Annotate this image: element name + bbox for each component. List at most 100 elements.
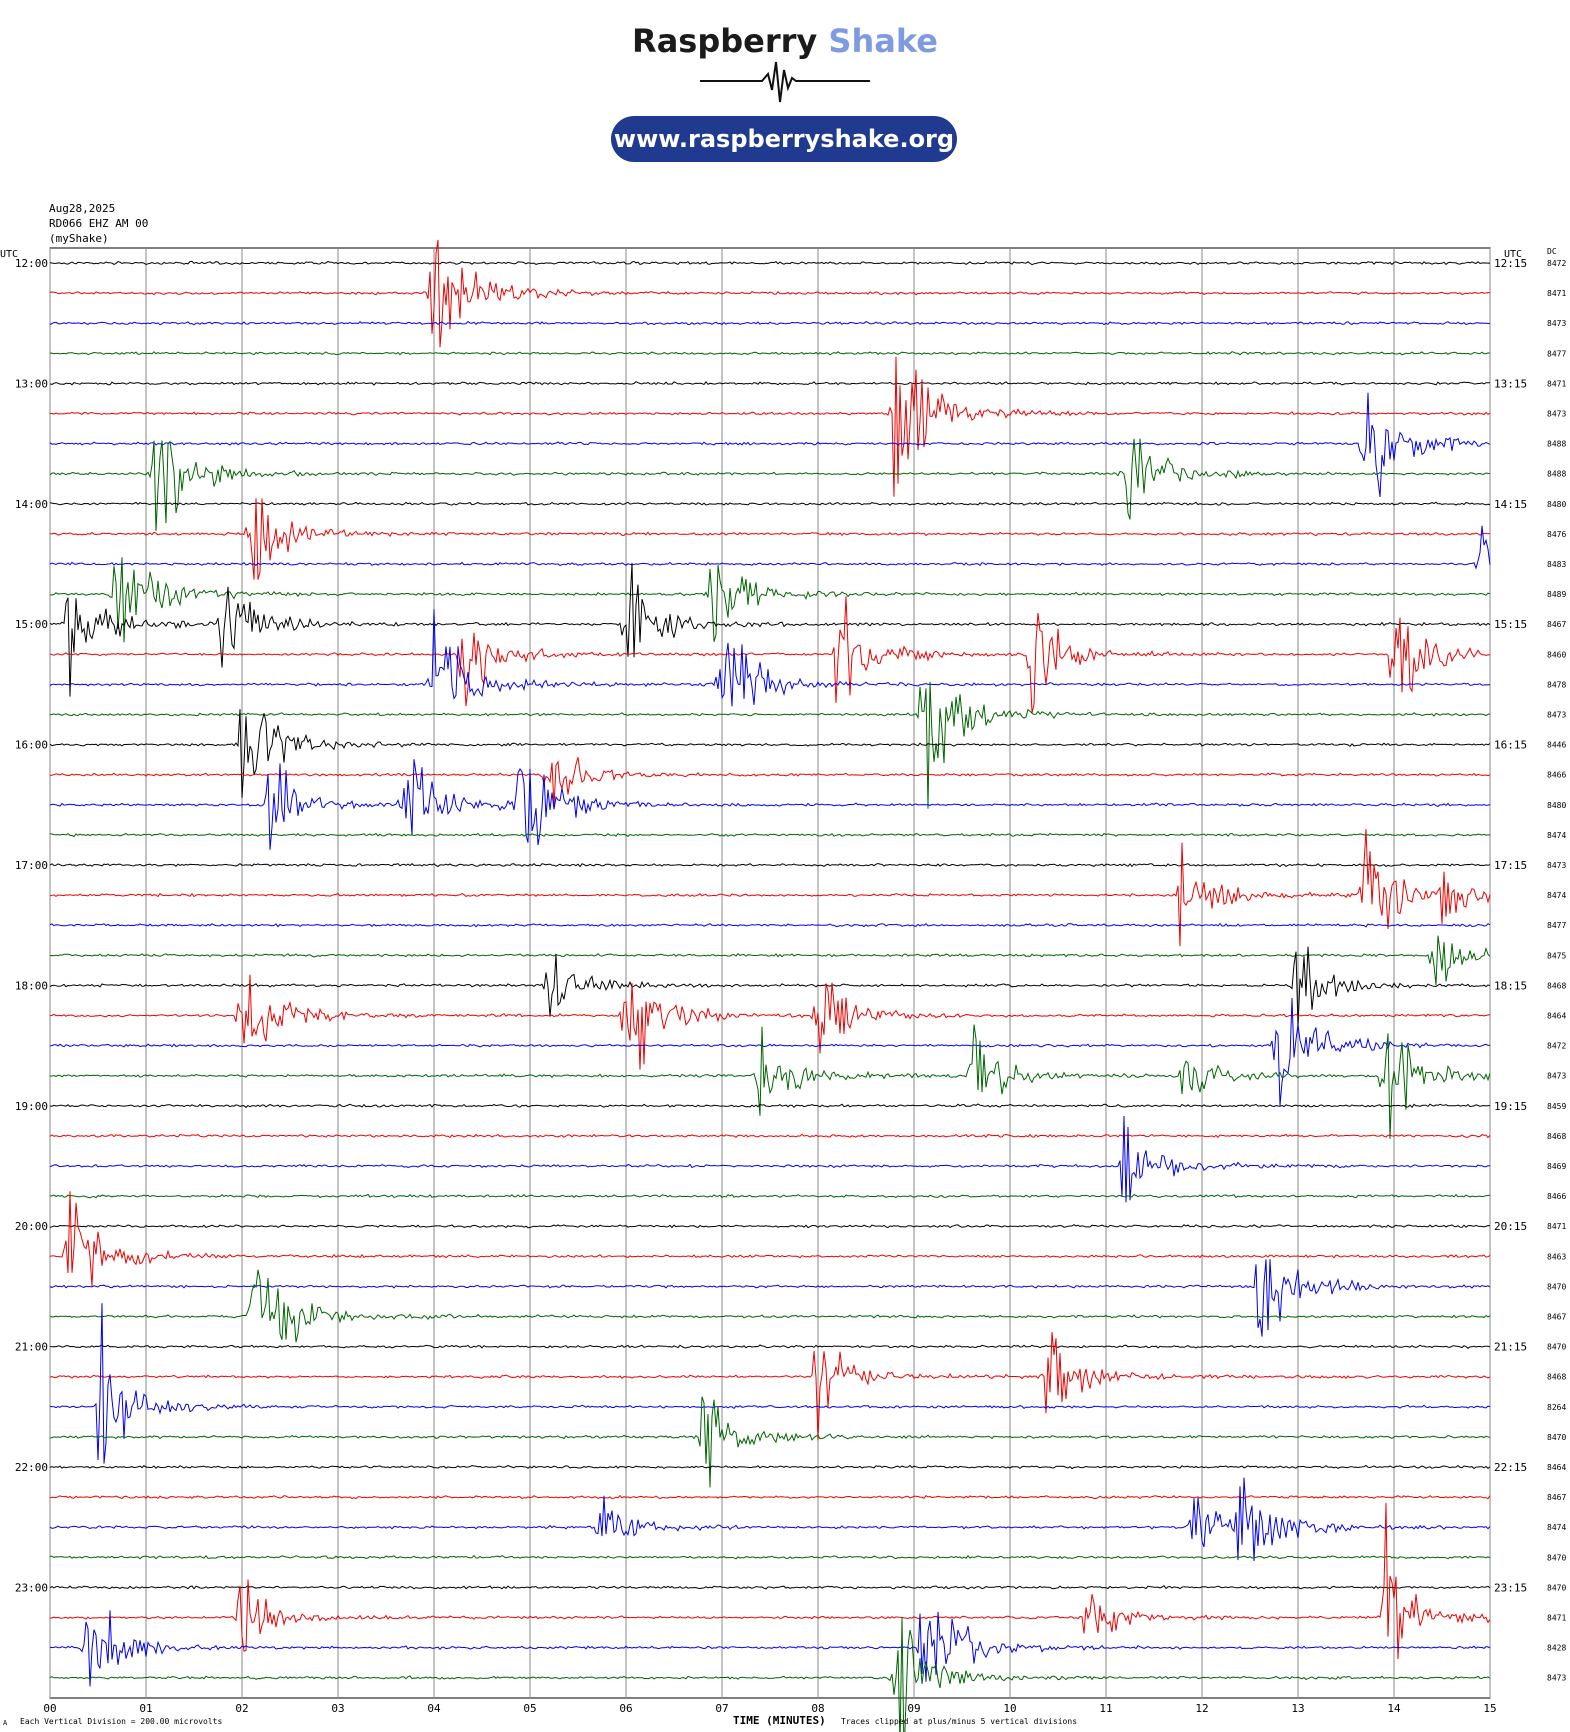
right-axis-title: UTC <box>1504 249 1522 260</box>
seismic-trace <box>49 1396 1491 1488</box>
x-tick-label: 04 <box>427 1702 441 1715</box>
dc-value-label: 8483 <box>1547 560 1566 569</box>
left-time-label: 21:00 <box>15 1341 48 1354</box>
dc-value-label: 8470 <box>1547 1553 1566 1562</box>
seismic-trace <box>49 1103 1490 1109</box>
header-date: Aug28,2025 <box>49 202 116 215</box>
dc-value-label: 8471 <box>1547 379 1566 388</box>
dc-value-label: 8471 <box>1547 1222 1566 1231</box>
dc-value-label: 8470 <box>1547 1433 1566 1442</box>
right-time-label: 19:15 <box>1494 1100 1527 1113</box>
dc-value-label: 8476 <box>1547 530 1566 539</box>
x-tick-label: 15 <box>1483 1702 1496 1715</box>
x-tick-label: 03 <box>331 1702 344 1715</box>
dc-value-label: 8489 <box>1547 590 1566 599</box>
dc-value-label: 8473 <box>1547 861 1566 870</box>
dc-value-label: 8474 <box>1547 891 1566 900</box>
seismic-trace <box>49 1133 1491 1139</box>
plot-frame <box>49 247 1491 1699</box>
seismic-trace <box>49 562 1491 697</box>
dc-value-label: 8475 <box>1547 951 1566 960</box>
seismic-trace <box>49 380 1491 386</box>
dc-value-label: 8471 <box>1547 1614 1566 1623</box>
dc-value-label: 8467 <box>1547 1493 1566 1502</box>
right-time-label: 17:15 <box>1494 859 1527 872</box>
seismic-trace <box>49 1464 1491 1470</box>
dc-value-label: 8463 <box>1547 1252 1566 1261</box>
dc-value-label: 8468 <box>1547 1132 1566 1141</box>
seismic-trace <box>49 557 1491 643</box>
seismic-trace <box>49 709 1491 798</box>
left-time-label: 12:00 <box>15 257 48 270</box>
right-time-label: 23:15 <box>1494 1581 1527 1594</box>
left-time-label: 23:00 <box>15 1581 48 1594</box>
website-url-link[interactable]: www.raspberryshake.org <box>611 116 957 162</box>
seismic-trace <box>49 1502 1491 1660</box>
dc-value-label: 8473 <box>1547 711 1566 720</box>
x-tick-label: 14 <box>1387 1702 1401 1715</box>
seismic-trace <box>49 1303 1491 1464</box>
x-tick-label: 07 <box>715 1702 728 1715</box>
seismic-trace <box>49 1115 1490 1203</box>
dc-value-label: 8264 <box>1547 1403 1566 1412</box>
dc-value-label: 8466 <box>1547 1192 1566 1201</box>
dc-value-label: 8480 <box>1547 500 1566 509</box>
dc-value-label: 8480 <box>1547 801 1566 810</box>
seismic-trace <box>49 1331 1491 1441</box>
right-time-label: 20:15 <box>1494 1220 1527 1233</box>
x-tick-label: 09 <box>907 1702 920 1715</box>
footer-corner-mark: A <box>3 1719 8 1727</box>
seismic-trace <box>49 260 1491 266</box>
seismic-trace <box>49 681 1491 809</box>
dc-value-label: 8473 <box>1547 410 1566 419</box>
seismic-trace <box>49 596 1491 714</box>
right-time-label: 22:15 <box>1494 1461 1527 1474</box>
dc-axis-title: DC <box>1547 247 1557 256</box>
x-tick-label: 02 <box>235 1702 248 1715</box>
right-time-label: 18:15 <box>1494 979 1527 992</box>
dc-value-label: 8473 <box>1547 1674 1566 1683</box>
seismic-trace <box>49 1193 1491 1199</box>
x-axis-label: TIME (MINUTES) <box>733 1714 826 1727</box>
dc-value-label: 8467 <box>1547 620 1566 629</box>
seismic-trace <box>49 946 1491 1028</box>
dc-value-label: 8459 <box>1547 1102 1566 1111</box>
seismic-trace <box>49 935 1491 986</box>
seismic-trace <box>49 1554 1491 1560</box>
left-time-label: 18:00 <box>15 979 48 992</box>
seismic-trace <box>49 438 1491 532</box>
dc-value-label: 8471 <box>1547 289 1566 298</box>
header-station: RD066 EHZ AM 00 <box>49 217 149 230</box>
dc-value-label: 8469 <box>1547 1162 1566 1171</box>
x-tick-label: 11 <box>1099 1702 1112 1715</box>
dc-value-label: 8470 <box>1547 1343 1566 1352</box>
dc-value-label: 8473 <box>1547 319 1566 328</box>
right-time-label: 12:15 <box>1494 257 1527 270</box>
seismic-trace <box>49 356 1491 497</box>
right-time-label: 21:15 <box>1494 1341 1527 1354</box>
dc-value-label: 8474 <box>1547 831 1566 840</box>
header-source: (myShake) <box>49 232 109 245</box>
dc-value-label: 8468 <box>1547 1373 1566 1382</box>
dc-value-label: 8470 <box>1547 1583 1566 1592</box>
seismic-trace <box>49 1585 1491 1590</box>
seismic-trace <box>49 320 1491 326</box>
dc-value-label: 8472 <box>1547 259 1566 268</box>
seismic-trace <box>49 1477 1491 1562</box>
left-time-label: 14:00 <box>15 498 48 511</box>
dc-value-label: 8488 <box>1547 440 1566 449</box>
seismic-trace <box>49 1269 1491 1343</box>
logo-word-shake: Shake <box>828 22 938 60</box>
seismic-trace <box>49 1223 1491 1229</box>
dc-value-label: 8466 <box>1547 771 1566 780</box>
seismic-trace <box>49 1494 1491 1500</box>
seismic-trace <box>49 1259 1491 1337</box>
seismic-trace <box>49 609 1491 707</box>
x-tick-label: 13 <box>1291 1702 1304 1715</box>
logo-title: Raspberry Shake <box>0 22 1570 60</box>
seismic-trace <box>49 1610 1491 1687</box>
seismic-trace <box>49 498 1491 580</box>
scale-note: Each Vertical Division = 200.00 microvol… <box>20 1717 223 1726</box>
seismic-trace <box>49 832 1490 838</box>
